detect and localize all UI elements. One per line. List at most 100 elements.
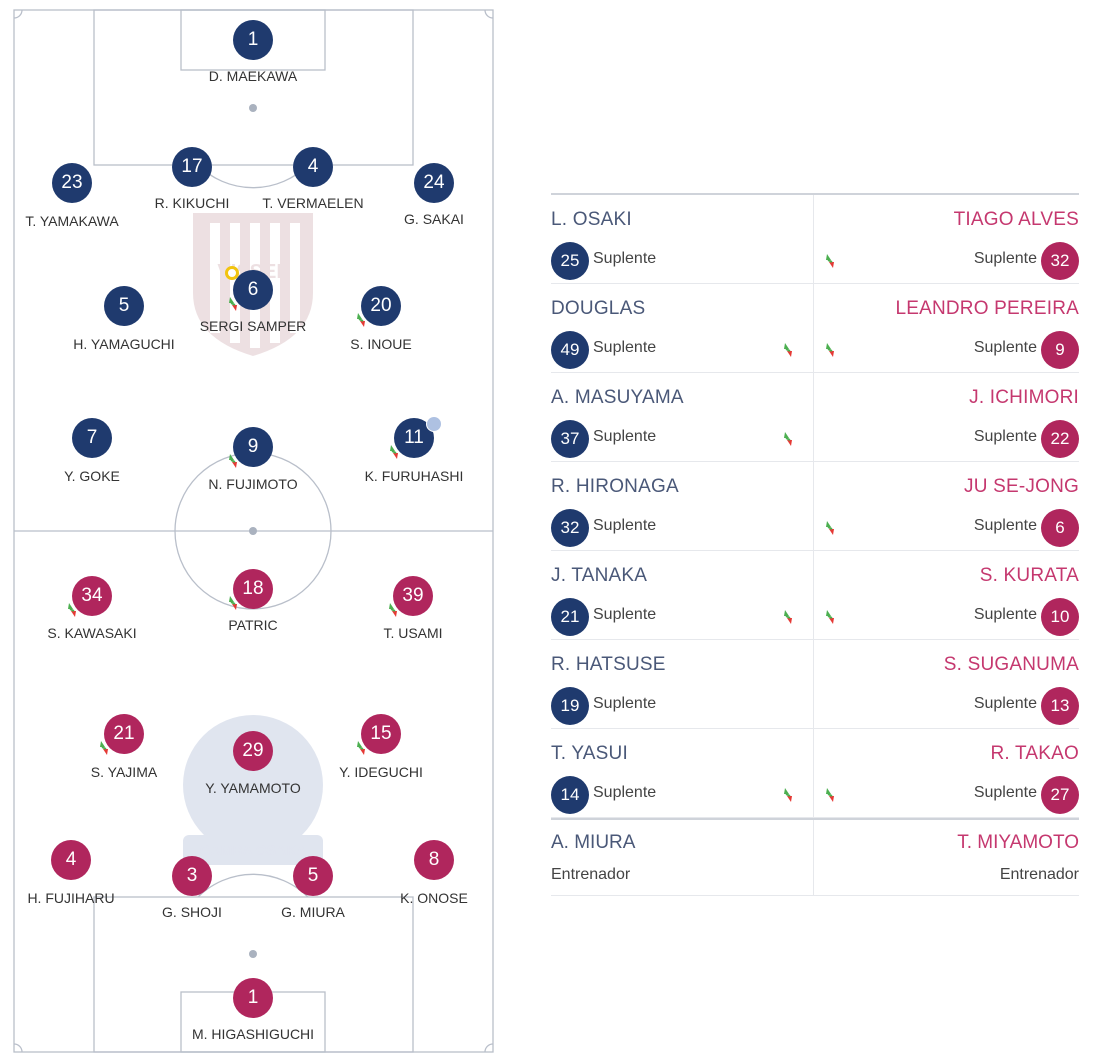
- home-sub-number-badge: 37: [551, 420, 589, 458]
- gamba-crest-watermark: GAMBA OSAKA: [168, 705, 338, 875]
- player-number-badge: 1: [233, 20, 273, 60]
- player-number-badge: 17: [172, 147, 212, 187]
- player-number-badge: 34: [72, 576, 112, 616]
- home-sub-role: Suplente: [593, 428, 657, 445]
- bench-row: DOUGLAS 49 Suplente LEANDRO PEREIRA 9 Suplent…: [551, 284, 1079, 373]
- substitution-icon: [354, 740, 368, 761]
- away-sub-role: Suplente: [973, 339, 1037, 356]
- home-sub-role: Suplente: [593, 784, 657, 801]
- away-sub-name[interactable]: TIAGO ALVES: [953, 209, 1079, 230]
- yellow-card-icon: [225, 266, 239, 280]
- substitution-icon: [781, 342, 795, 363]
- player-name: Y. GOKE: [64, 468, 120, 484]
- player-name: G. SAKAI: [404, 211, 464, 227]
- home-sub-name[interactable]: L. OSAKI: [551, 209, 632, 230]
- coach-row: A. MIURA Entrenador T. MIYAMOTO Entrenad…: [551, 818, 1079, 896]
- bench-top-divider: [551, 193, 1079, 195]
- away-coach-name[interactable]: T. MIYAMOTO: [957, 832, 1079, 853]
- column-divider: [813, 462, 814, 550]
- player-name: S. KAWASAKI: [47, 625, 137, 641]
- away-sub-number-badge: 27: [1041, 776, 1079, 814]
- substitution-icon: [97, 740, 111, 761]
- player-number-badge: 18: [233, 569, 273, 609]
- player-name: Y. YAMAMOTO: [205, 780, 301, 796]
- player-number-badge: 7: [72, 418, 112, 458]
- substitution-icon: [823, 520, 837, 541]
- away-sub-name[interactable]: JU SE-JONG: [964, 476, 1079, 497]
- away-sub-name[interactable]: S. KURATA: [979, 565, 1079, 586]
- player-name: M. HIGASHIGUCHI: [191, 1026, 315, 1042]
- away-sub-number-badge: 22: [1041, 420, 1079, 458]
- player-number-badge: 21: [104, 714, 144, 754]
- player-name: S. YAJIMA: [90, 764, 158, 780]
- home-coach-role: Entrenador: [551, 866, 631, 883]
- player-number-badge: 15: [361, 714, 401, 754]
- player-name: SERGI SAMPER: [199, 318, 307, 334]
- away-sub-name[interactable]: J. ICHIMORI: [969, 387, 1079, 408]
- away-sub-role: Suplente: [973, 517, 1037, 534]
- substitution-icon: [781, 787, 795, 808]
- away-sub-number-badge: 6: [1041, 509, 1079, 547]
- player-number-badge: 1: [233, 978, 273, 1018]
- pitch: [13, 9, 494, 1053]
- player-name: G. SHOJI: [162, 904, 222, 920]
- player-name: K. ONOSE: [400, 890, 468, 906]
- home-sub-number-badge: 49: [551, 331, 589, 369]
- player-name: T. USAMI: [383, 625, 443, 641]
- home-sub-name[interactable]: T. YASUI: [551, 743, 628, 764]
- player-name: PATRIC: [228, 617, 278, 633]
- column-divider: [813, 373, 814, 461]
- player-name: R. KIKUCHI: [154, 195, 230, 211]
- home-sub-number-badge: 19: [551, 687, 589, 725]
- player-number-badge: 39: [393, 576, 433, 616]
- home-sub-name[interactable]: A. MASUYAMA: [551, 387, 684, 408]
- substitution-icon: [387, 444, 401, 465]
- substitution-icon: [354, 312, 368, 333]
- substitution-icon: [226, 595, 240, 616]
- substitution-icon: [226, 453, 240, 474]
- column-divider: [813, 284, 814, 372]
- home-coach-name[interactable]: A. MIURA: [551, 832, 636, 853]
- bench-row: R. HIRONAGA 32 Suplente JU SE-JONG 6 Suplente: [551, 462, 1079, 551]
- home-sub-name[interactable]: R. HATSUSE: [551, 654, 666, 675]
- player-name: K. FURUHASHI: [364, 468, 464, 484]
- away-sub-number-badge: 9: [1041, 331, 1079, 369]
- away-sub-role: Suplente: [973, 428, 1037, 445]
- player-number-badge: 5: [104, 286, 144, 326]
- bench-row: R. HATSUSE 19 Suplente S. SUGANUMA 13 Suplent…: [551, 640, 1079, 729]
- player-number-badge: 24: [414, 163, 454, 203]
- player-name: N. FUJIMOTO: [208, 476, 298, 492]
- substitution-icon: [65, 602, 79, 623]
- home-sub-role: Suplente: [593, 339, 657, 356]
- home-sub-name[interactable]: DOUGLAS: [551, 298, 646, 319]
- substitution-icon: [823, 787, 837, 808]
- player-number-badge: 4: [293, 147, 333, 187]
- column-divider: [813, 729, 814, 817]
- away-sub-number-badge: 10: [1041, 598, 1079, 636]
- away-sub-name[interactable]: S. SUGANUMA: [943, 654, 1079, 675]
- away-sub-name[interactable]: LEANDRO PEREIRA: [895, 298, 1079, 319]
- player-name: T. YAMAKAWA: [25, 213, 119, 229]
- player-number-badge: 23: [52, 163, 92, 203]
- away-sub-number-badge: 32: [1041, 242, 1079, 280]
- player-number-badge: 5: [293, 856, 333, 896]
- away-sub-name[interactable]: R. TAKAO: [990, 743, 1079, 764]
- home-sub-name[interactable]: R. HIRONAGA: [551, 476, 679, 497]
- home-sub-name[interactable]: J. TANAKA: [551, 565, 648, 586]
- substitution-icon: [823, 609, 837, 630]
- player-number-badge: 9: [233, 427, 273, 467]
- bench-row: L. OSAKI 25 Suplente TIAGO ALVES 32 Suplente: [551, 195, 1079, 284]
- player-number-badge: 29: [233, 731, 273, 771]
- column-divider: [813, 195, 814, 283]
- bench-row: J. TANAKA 21 Suplente S. KURATA 10 Suplente: [551, 551, 1079, 640]
- home-sub-number-badge: 25: [551, 242, 589, 280]
- player-name: G. MIURA: [281, 904, 345, 920]
- substitution-icon: [781, 431, 795, 452]
- column-divider: [813, 551, 814, 639]
- goal-ball-icon: [426, 416, 442, 432]
- home-sub-number-badge: 32: [551, 509, 589, 547]
- player-number-badge: 6: [233, 270, 273, 310]
- player-name: H. FUJIHARU: [27, 890, 115, 906]
- away-sub-role: Suplente: [973, 606, 1037, 623]
- home-sub-number-badge: 21: [551, 598, 589, 636]
